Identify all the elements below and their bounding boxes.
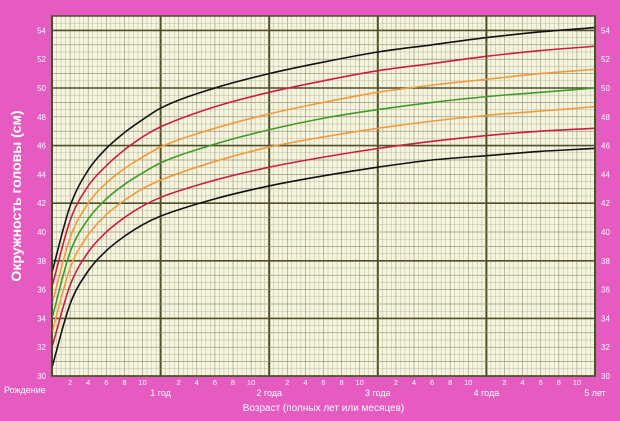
y-tick-label-left: 40 (37, 228, 46, 237)
y-tick-label-right: 50 (601, 84, 610, 93)
y-tick-label-left: 36 (37, 286, 46, 295)
y-tick-label-left: 54 (37, 26, 46, 35)
y-tick-label-left: 38 (37, 257, 46, 266)
y-tick-label-left: 52 (37, 55, 46, 64)
grid (51, 15, 596, 377)
y-tick-label-right: 46 (601, 142, 610, 151)
x-tick-label-minor: 6 (213, 378, 217, 387)
series-line-7 (51, 147, 596, 368)
x-tick-label-minor: 10 (138, 378, 146, 387)
y-tick-label-right: 48 (601, 113, 610, 122)
x-tick-label-minor: 2 (394, 378, 398, 387)
x-tick-label-major: 5 лет (584, 388, 606, 398)
y-tick-label-right: 32 (601, 343, 610, 352)
x-tick-label-minor: 10 (247, 378, 255, 387)
x-tick-label-minor: 4 (195, 378, 199, 387)
x-tick-label-minor: 6 (321, 378, 325, 387)
y-tick-label-right: 44 (601, 170, 610, 179)
y-tick-label-right: 42 (601, 199, 610, 208)
x-tick-label-minor: 6 (430, 378, 434, 387)
series-line-5 (51, 105, 596, 334)
y-ticks-left: 30 32 34 36 38 40 42 44 46 48 50 52 54 (37, 26, 46, 381)
x-tick-label-minor: 10 (464, 378, 472, 387)
y-tick-label-left: 34 (37, 314, 46, 323)
y-tick-label-left: 46 (37, 142, 46, 151)
x-tick-label-minor: 8 (122, 378, 126, 387)
x-tick-label-minor: 8 (448, 378, 452, 387)
y-axis-label: Окружность головы (см) (8, 110, 24, 281)
y-ticks-right: 30 32 34 36 38 40 42 44 46 48 50 52 54 (601, 26, 610, 381)
y-tick-label-right: 52 (601, 55, 610, 64)
y-tick-label-left: 42 (37, 199, 46, 208)
x-tick-label-minor: 6 (539, 378, 543, 387)
y-tick-label-left: 48 (37, 113, 46, 122)
x-tick-label-major: 1 год (150, 388, 171, 398)
x-tick-label-minor: 2 (68, 378, 72, 387)
y-tick-label-left: 50 (37, 84, 46, 93)
y-tick-label-left: 32 (37, 343, 46, 352)
x-tick-label-minor: 8 (231, 378, 235, 387)
birth-label: Рождение (4, 385, 46, 395)
x-tick-label-minor: 6 (104, 378, 108, 387)
y-tick-label-left: 30 (37, 372, 46, 381)
series-line-4 (51, 87, 596, 319)
y-tick-label-right: 38 (601, 257, 610, 266)
plot-frame (51, 15, 596, 377)
series-line-2 (51, 45, 596, 287)
x-tick-label-minor: 4 (86, 378, 90, 387)
x-axis-label: Возраст (полных лет или месяцев) (243, 403, 404, 414)
series-lines (51, 26, 596, 368)
x-tick-label-minor: 8 (340, 378, 344, 387)
x-tick-label-minor: 2 (502, 378, 506, 387)
x-tick-label-major: 4 года (474, 388, 500, 398)
x-tick-label-minor: 8 (557, 378, 561, 387)
x-ticks: 2 4 6 8 10 2 4 6 8 10 2 4 6 8 10 2 4 6 8 10 2 4 6 8 10 1 год 2 год… (68, 378, 606, 398)
x-tick-label-major: 2 года (256, 388, 282, 398)
x-tick-label-minor: 4 (303, 378, 307, 387)
x-tick-label-minor: 2 (285, 378, 289, 387)
x-tick-label-major: 3 года (365, 388, 391, 398)
y-tick-label-left: 44 (37, 170, 46, 179)
series-line-6 (51, 127, 596, 348)
y-tick-label-right: 34 (601, 314, 610, 323)
y-tick-label-right: 40 (601, 228, 610, 237)
y-tick-label-right: 36 (601, 286, 610, 295)
y-tick-label-right: 54 (601, 26, 610, 35)
x-tick-label-minor: 10 (573, 378, 581, 387)
y-tick-label-right: 30 (601, 372, 610, 381)
x-tick-label-minor: 2 (177, 378, 181, 387)
x-tick-label-minor: 4 (521, 378, 525, 387)
series-line-1 (51, 26, 596, 273)
x-tick-label-minor: 4 (412, 378, 416, 387)
x-tick-label-minor: 10 (356, 378, 364, 387)
series-line-3 (51, 68, 596, 305)
